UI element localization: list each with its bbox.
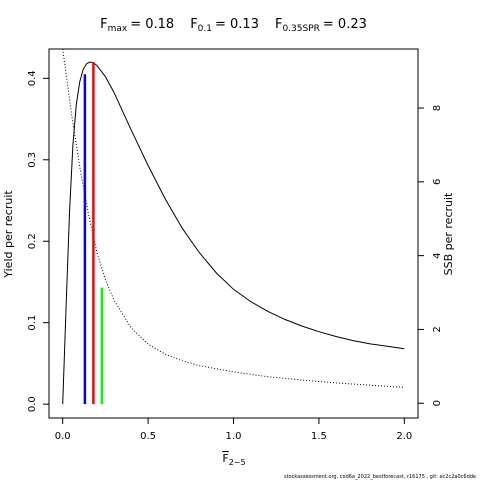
plot-frame [48, 48, 419, 419]
x-tick-label: 1.0 [226, 431, 242, 442]
y-right-tick-label: 2 [432, 326, 443, 332]
x-label-symbol: F [222, 452, 228, 465]
y-left-tick-label: 0.2 [27, 233, 38, 249]
title-value: = 0.13 [215, 17, 259, 32]
yield-curve [62, 61, 405, 405]
y-left-tick-label: 0.4 [27, 70, 38, 86]
chart-title: Fmax = 0.18 F0.1 = 0.13 F0.35SPR = 0.23 [100, 17, 367, 34]
y-axis-left: 0.0 0.1 0.2 0.3 0.4 [27, 70, 49, 412]
title-symbol: F [190, 17, 197, 32]
y-axis-left-label: Yield per recruit [2, 190, 15, 279]
y-right-tick-label: 8 [432, 105, 443, 111]
y-right-tick-label: 4 [432, 252, 443, 258]
y-axis-right: 0 2 4 6 8 [418, 105, 443, 406]
title-value: = 0.18 [130, 17, 174, 32]
reference-lines [83, 62, 104, 405]
ssb-curve [62, 48, 405, 388]
x-tick-label: 2.0 [396, 431, 412, 442]
x-tick-label: 0.0 [55, 431, 71, 442]
y-left-tick-label: 0.1 [27, 315, 38, 331]
x-tick-label: 1.5 [311, 431, 327, 442]
y-axis-right-label: SSB per recruit [442, 192, 455, 275]
y-left-tick-label: 0.3 [27, 152, 38, 168]
y-right-tick-label: 6 [432, 179, 443, 185]
title-subscript: 0.35SPR [282, 24, 319, 34]
x-label-subscript: 2−5 [229, 458, 246, 467]
title-subscript: 0.1 [198, 24, 212, 34]
plot-box [48, 48, 419, 419]
chart-series [62, 48, 405, 405]
x-axis: 0.0 0.5 1.0 1.5 2.0 [55, 417, 412, 442]
title-subscript: max [108, 24, 128, 34]
x-tick-label: 0.5 [140, 431, 156, 442]
x-axis-label: F2−5 [222, 452, 245, 467]
title-symbol: F [100, 17, 107, 32]
footer-note: stockassessment.org, cod6a_2022_bestfore… [284, 474, 476, 480]
title-value: = 0.23 [323, 17, 367, 32]
title-symbol: F [275, 17, 282, 32]
y-left-tick-label: 0.0 [27, 396, 38, 412]
y-right-tick-label: 0 [432, 400, 443, 406]
